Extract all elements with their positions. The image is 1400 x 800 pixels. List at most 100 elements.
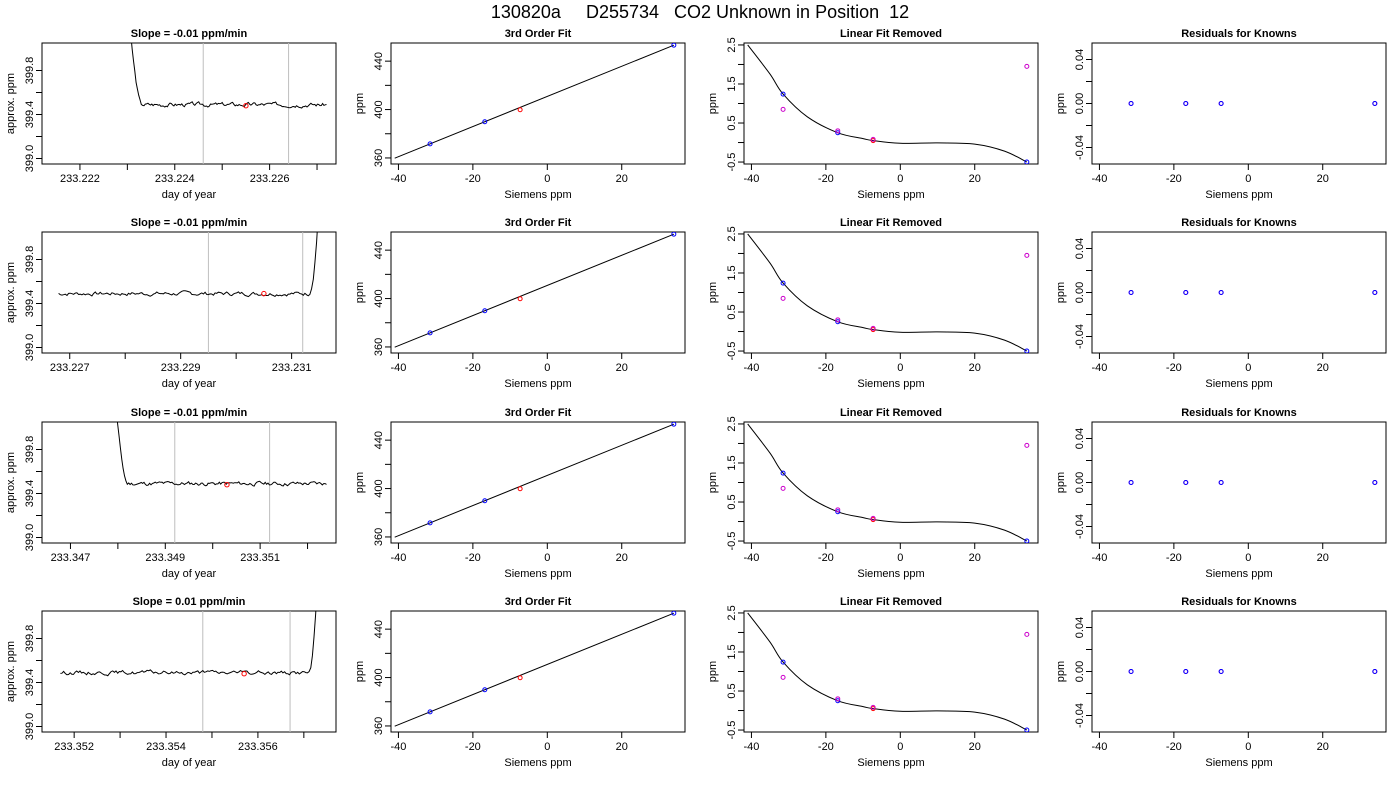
- previous-point: [835, 317, 841, 323]
- plot-frame: [743, 610, 1039, 733]
- known-point: [1024, 159, 1030, 164]
- y-tick-label: 399.8: [24, 436, 36, 464]
- y-tick-label: 399.4: [24, 290, 36, 318]
- y-axis-label: ppm: [354, 93, 366, 114]
- y-tick-label: 440: [373, 52, 385, 70]
- x-tick-label: -40: [743, 552, 759, 564]
- y-tick-label: 400: [373, 668, 385, 686]
- chart-title: Residuals for Knowns: [1181, 407, 1297, 419]
- known-point: [482, 498, 488, 504]
- x-tick-label: 233.354: [146, 741, 186, 753]
- panel-1-4: Residuals for Knowns -40 -20 0 20 Siemens ppm…: [1055, 28, 1387, 201]
- x-tick-label: 233.349: [145, 552, 185, 564]
- y-axis-label: ppm: [1055, 282, 1067, 303]
- y-tick-label: 0.00: [1074, 661, 1086, 682]
- known-point: [427, 709, 433, 715]
- panel-1-2: 3rd Order Fit -40 -20 0 20 Siemens ppm 360 400 4…: [354, 28, 686, 201]
- x-tick-label: 233.347: [51, 552, 91, 564]
- y-tick-label: -0.5: [726, 342, 738, 361]
- y-tick-label: 399.4: [24, 101, 36, 129]
- y-tick-label: 399.8: [24, 625, 36, 653]
- x-axis-label: Siemens ppm: [1205, 757, 1272, 769]
- known-point: [1183, 669, 1189, 674]
- y-axis-label: approx. ppm: [5, 262, 17, 323]
- x-tick-label: 0: [897, 741, 903, 753]
- known-point: [482, 687, 488, 693]
- plot-area: [394, 232, 677, 348]
- plot-area: [394, 43, 677, 159]
- x-axis-label: Siemens ppm: [504, 378, 571, 390]
- x-tick-label: 233.227: [50, 362, 90, 374]
- chart-title: Slope = -0.01 ppm/min: [131, 217, 248, 229]
- panel-3-3: Linear Fit Removed -40 -20 0 20 Siemens ppm -0…: [707, 407, 1039, 580]
- panel-2-1: Slope = -0.01 ppm/min 233.227 233.229 233.2…: [5, 217, 337, 390]
- x-axis-label: day of year: [162, 757, 217, 769]
- plot-frame: [1091, 421, 1387, 544]
- y-tick-label: 440: [373, 241, 385, 259]
- known-point: [1372, 290, 1378, 295]
- x-tick-label: 0: [1245, 552, 1251, 564]
- y-tick-label: 400: [373, 289, 385, 307]
- fit-line: [394, 612, 675, 727]
- x-tick-label: -40: [390, 741, 406, 753]
- panel-2-2: 3rd Order Fit -40 -20 0 20 Siemens ppm 360 400 4…: [354, 217, 686, 390]
- known-point: [427, 141, 433, 147]
- y-axis-label: ppm: [707, 93, 719, 114]
- x-axis-label: Siemens ppm: [504, 189, 571, 201]
- previous-point: [835, 507, 841, 513]
- x-tick-label: 0: [897, 362, 903, 374]
- known-point: [671, 232, 677, 237]
- plot-frame: [743, 42, 1039, 165]
- x-tick-label: 0: [544, 741, 550, 753]
- x-axis-label: Siemens ppm: [1205, 189, 1272, 201]
- y-tick-label: 399.0: [24, 713, 36, 741]
- plot-frame: [1091, 42, 1387, 165]
- x-axis-label: day of year: [162, 378, 217, 390]
- x-axis-label: Siemens ppm: [1205, 568, 1272, 580]
- x-tick-label: 0: [544, 362, 550, 374]
- chart-title: Linear Fit Removed: [840, 407, 942, 419]
- panel-4-4: Residuals for Knowns -40 -20 0 20 Siemens ppm…: [1055, 596, 1387, 769]
- x-tick-label: 0: [1245, 741, 1251, 753]
- known-point: [835, 130, 841, 136]
- previous-point: [1024, 631, 1030, 637]
- unknown-point: [517, 296, 523, 302]
- x-tick-label: -20: [1166, 362, 1182, 374]
- x-tick-label: -20: [1166, 552, 1182, 564]
- fit-line: [394, 233, 675, 348]
- previous-point: [835, 128, 841, 134]
- y-tick-label: 1.5: [726, 265, 738, 280]
- x-tick-label: 20: [969, 552, 981, 564]
- y-tick-label: 0.5: [726, 683, 738, 698]
- y-tick-label: 0.00: [1074, 472, 1086, 493]
- y-axis-label: approx. ppm: [5, 73, 17, 134]
- y-tick-label: 399.0: [24, 334, 36, 362]
- x-tick-label: 0: [544, 552, 550, 564]
- x-tick-label: 0: [1245, 173, 1251, 185]
- x-tick-label: 20: [616, 173, 628, 185]
- x-tick-label: -20: [818, 362, 834, 374]
- fit-curve: [747, 44, 1028, 163]
- x-tick-label: 0: [897, 173, 903, 185]
- panel-1-3: Linear Fit Removed -40 -20 0 20 Siemens ppm -0…: [707, 28, 1039, 201]
- previous-point: [870, 325, 876, 331]
- plot-area: [747, 44, 1030, 164]
- known-point: [780, 91, 786, 97]
- y-tick-label: 399.8: [24, 57, 36, 85]
- y-axis-label: ppm: [1055, 472, 1067, 493]
- y-tick-label: 1.5: [726, 455, 738, 470]
- known-point: [482, 308, 488, 314]
- x-tick-label: -40: [1091, 173, 1107, 185]
- known-point: [835, 509, 841, 515]
- y-tick-label: -0.5: [726, 153, 738, 172]
- x-tick-label: 233.356: [238, 741, 278, 753]
- plot-frame: [41, 231, 337, 354]
- x-tick-label: 233.351: [240, 552, 280, 564]
- x-tick-label: -20: [1166, 173, 1182, 185]
- fit-line: [394, 44, 675, 159]
- chart-title: 3rd Order Fit: [505, 407, 572, 419]
- ppm-trace: [60, 611, 317, 677]
- chart-title: 3rd Order Fit: [505, 217, 572, 229]
- fit-curve: [747, 612, 1028, 731]
